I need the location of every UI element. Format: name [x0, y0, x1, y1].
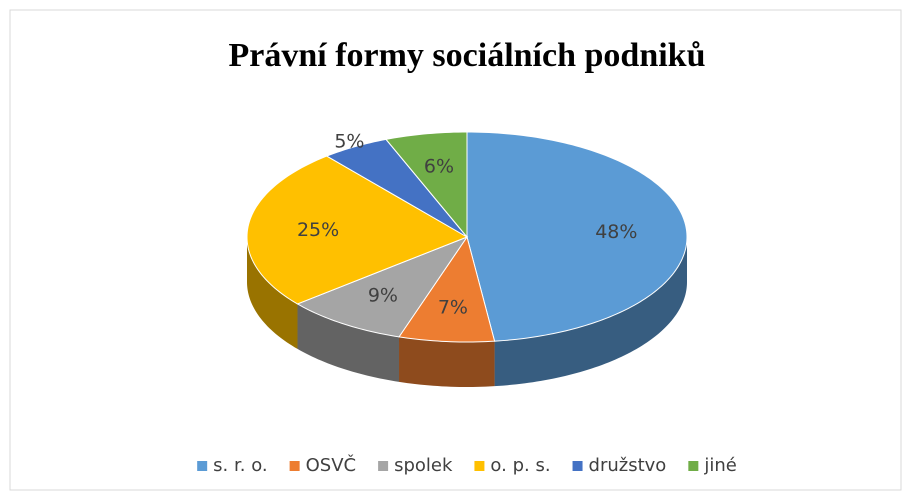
legend-swatch	[378, 461, 389, 471]
pie-slice	[466, 131, 688, 342]
data-label: 6%	[424, 155, 454, 177]
legend-label: jiné	[703, 455, 736, 476]
legend-label: s. r. o.	[213, 455, 267, 476]
pie-slice	[296, 235, 469, 338]
legend-swatch	[572, 461, 583, 471]
legend-label: OSVČ	[306, 454, 356, 476]
legend-label: družstvo	[589, 455, 667, 476]
legend-swatch	[688, 461, 699, 471]
legend-swatch	[289, 461, 300, 471]
data-label: 25%	[297, 219, 339, 241]
legend-label: spolek	[394, 455, 453, 476]
data-label: 5%	[334, 131, 364, 153]
slice-side	[399, 336, 495, 387]
pie-slice	[325, 138, 468, 238]
slice-side	[247, 237, 298, 349]
slice-side	[297, 303, 400, 382]
pie-slice	[398, 235, 496, 343]
pie-slice	[246, 155, 469, 305]
legend-swatch	[197, 461, 208, 471]
chart-title: Právní formy sociálních podniků	[228, 37, 705, 74]
data-label: 48%	[595, 221, 637, 243]
pie-slice	[385, 131, 468, 239]
legend-label: o. p. s.	[490, 455, 550, 476]
legend-swatch	[474, 461, 485, 471]
legend: s. r. o. OSVČ spolek o. p. s. družstvo jiné	[197, 454, 737, 476]
slice-side	[494, 237, 687, 387]
data-label: 9%	[368, 285, 398, 307]
data-label: 7%	[438, 297, 468, 319]
